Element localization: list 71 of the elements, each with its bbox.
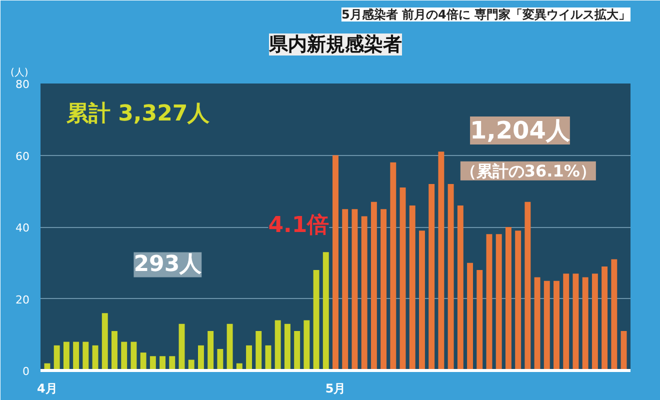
bar <box>428 184 435 370</box>
bar <box>54 345 60 370</box>
bar <box>274 320 281 370</box>
bar <box>102 313 108 370</box>
chart-subtitle: 5月感染者 前月の4倍に 専門家「変異ウイルス拡大」 <box>341 8 631 22</box>
chart-title: 県内新規感染者 <box>268 34 402 56</box>
y-tick-label: 40 <box>16 222 30 234</box>
bar <box>226 324 233 370</box>
y-tick-label: 60 <box>16 150 30 163</box>
y-tick-label: 20 <box>16 293 30 306</box>
bar <box>160 356 166 370</box>
bar <box>304 320 310 370</box>
bar <box>505 227 512 370</box>
bar <box>534 277 540 370</box>
bar <box>342 209 348 370</box>
bar <box>572 274 579 370</box>
bar <box>82 342 89 370</box>
bar <box>602 266 608 370</box>
bar <box>611 259 618 370</box>
bar <box>544 280 550 370</box>
bar <box>322 252 329 370</box>
bar <box>208 331 214 370</box>
bar <box>121 342 128 370</box>
annotation: （累計の36.1%） <box>460 161 596 180</box>
annotation: 1,204人 <box>470 116 571 144</box>
bar <box>409 205 416 370</box>
bar <box>370 202 377 370</box>
bar <box>73 342 80 370</box>
bar <box>246 345 252 370</box>
bar <box>620 331 627 370</box>
bar <box>467 262 474 370</box>
bar <box>419 230 425 370</box>
y-axis-title: (人) <box>10 68 28 78</box>
bar <box>352 209 358 370</box>
bar <box>582 277 588 370</box>
y-tick-label: 80 <box>16 78 30 91</box>
bar <box>169 356 176 370</box>
annotation: 293人 <box>134 252 203 278</box>
bar <box>130 342 137 370</box>
bar <box>524 202 531 370</box>
bar <box>256 331 262 370</box>
bar <box>313 270 320 370</box>
bar <box>457 205 464 370</box>
annotation: 累計 3,327人 <box>65 102 211 127</box>
bar <box>63 342 70 370</box>
x-tick-label: 4月 <box>37 382 58 396</box>
bar <box>486 234 492 370</box>
bar <box>217 348 224 370</box>
bar <box>515 230 522 370</box>
bar <box>400 188 406 370</box>
bar <box>496 234 502 370</box>
bar <box>554 280 560 370</box>
annotation: 4.1倍 <box>268 212 330 238</box>
bar <box>361 216 368 370</box>
bar <box>112 331 118 370</box>
bar <box>390 162 396 370</box>
bar <box>380 209 387 370</box>
bar <box>476 270 483 370</box>
bar <box>438 152 444 370</box>
bar <box>198 345 204 370</box>
bar <box>284 324 290 370</box>
bar <box>563 274 570 370</box>
x-tick-label: 5月 <box>325 382 346 396</box>
bar <box>592 274 598 370</box>
bar <box>92 345 98 370</box>
bar <box>140 352 146 370</box>
bar <box>294 331 300 370</box>
bar <box>448 184 454 370</box>
bar <box>332 155 338 370</box>
y-tick-label: 0 <box>22 365 30 378</box>
bar <box>150 356 156 370</box>
